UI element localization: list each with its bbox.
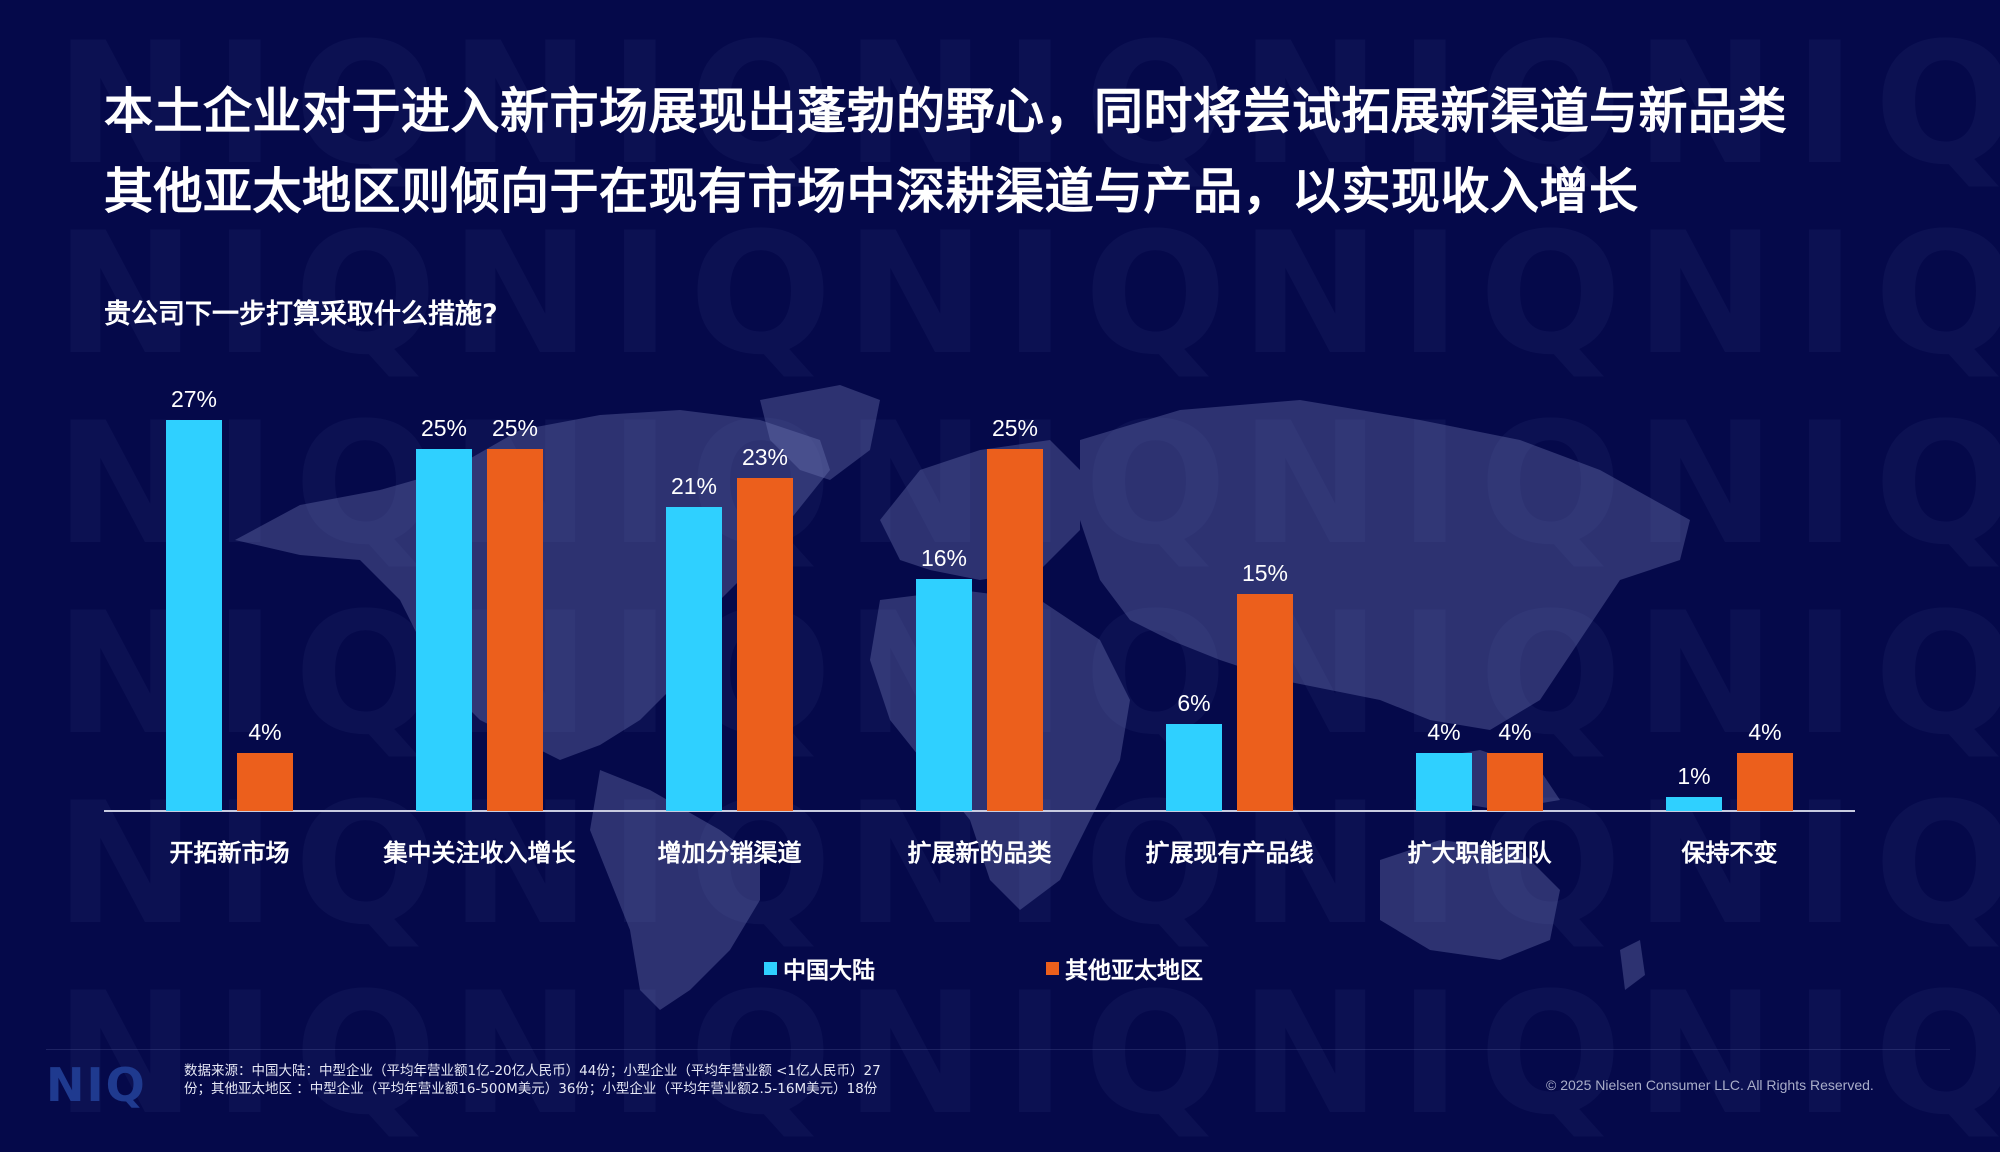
footer-divider <box>46 1049 1950 1050</box>
category-label: 开拓新市场 <box>169 839 290 867</box>
source-note: 数据来源：中国大陆：中型企业（平均年营业额1亿-20亿人民币）44份；小型企业（… <box>184 1063 881 1097</box>
bar-value-label: 4% <box>1427 719 1461 746</box>
bar-value-label: 21% <box>670 472 718 499</box>
bar-chart: 27% 4% 开拓新市场 25% 25% 集中关注收入增长 21% 23% 增加分销渠道 16% 2… <box>104 386 1855 867</box>
bar-other-apac <box>237 753 293 811</box>
category-label: 扩展新的品类 <box>907 839 1052 867</box>
legend-item-china: 中国大陆 <box>764 951 875 985</box>
category-label: 保持不变 <box>1681 839 1778 867</box>
bar-other-apac <box>487 449 543 811</box>
bar-china <box>1416 753 1472 811</box>
bar-other-apac <box>1737 753 1793 811</box>
bar-value-label: 23% <box>741 443 789 470</box>
bar-value-label: 27% <box>170 386 218 413</box>
bar-other-apac <box>1487 753 1543 811</box>
category-label: 扩大职能团队 <box>1407 839 1552 867</box>
category-label: 集中关注收入增长 <box>383 839 576 867</box>
bar-value-label: 15% <box>1241 559 1289 586</box>
niq-logo: NIQ <box>46 1058 147 1112</box>
legend-swatch-other-apac <box>1046 961 1059 975</box>
bar-china <box>416 449 472 811</box>
bar-china <box>916 579 972 811</box>
bar-value-label: 4% <box>1498 719 1532 746</box>
category-label: 增加分销渠道 <box>657 839 802 867</box>
legend-label-china: 中国大陆 <box>783 958 875 984</box>
legend-item-other-apac: 其他亚太地区 <box>1046 951 1203 985</box>
slide-title: 本土企业对于进入新市场展现出蓬勃的野心，同时将尝试拓展新渠道与新品类 其他亚太地… <box>104 72 1787 232</box>
title-line-2: 其他亚太地区则倾向于在现有市场中深耕渠道与产品，以实现收入增长 <box>104 163 1639 220</box>
bar-value-label: 25% <box>420 415 468 441</box>
copyright-text: © 2025 Nielsen Consumer LLC. All Rights … <box>1546 1077 1874 1093</box>
x-axis-line <box>104 810 1855 812</box>
bar-other-apac <box>1237 593 1293 811</box>
bar-china <box>1666 796 1722 811</box>
category-label: 扩展现有产品线 <box>1145 839 1314 867</box>
bar-china <box>1166 724 1222 811</box>
legend-label-other-apac: 其他亚太地区 <box>1065 958 1203 984</box>
legend-swatch-china <box>764 961 777 975</box>
bar-value-label: 4% <box>1748 719 1782 746</box>
chart-question: 贵公司下一步打算采取什么措施? <box>104 299 498 330</box>
bar-value-label: 4% <box>248 719 282 746</box>
bar-value-label: 6% <box>1177 690 1211 717</box>
chart-legend: 中国大陆 其他亚太地区 <box>0 951 2000 984</box>
bar-china <box>666 506 722 811</box>
bar-other-apac <box>737 477 793 811</box>
bar-value-label: 16% <box>920 545 968 572</box>
title-line-1: 本土企业对于进入新市场展现出蓬勃的野心，同时将尝试拓展新渠道与新品类 <box>104 83 1788 140</box>
bar-value-label: 1% <box>1677 762 1711 789</box>
bar-value-label: 25% <box>491 415 539 441</box>
bar-value-label: 25% <box>991 415 1039 441</box>
bar-china <box>166 420 222 811</box>
bar-other-apac <box>987 449 1043 811</box>
